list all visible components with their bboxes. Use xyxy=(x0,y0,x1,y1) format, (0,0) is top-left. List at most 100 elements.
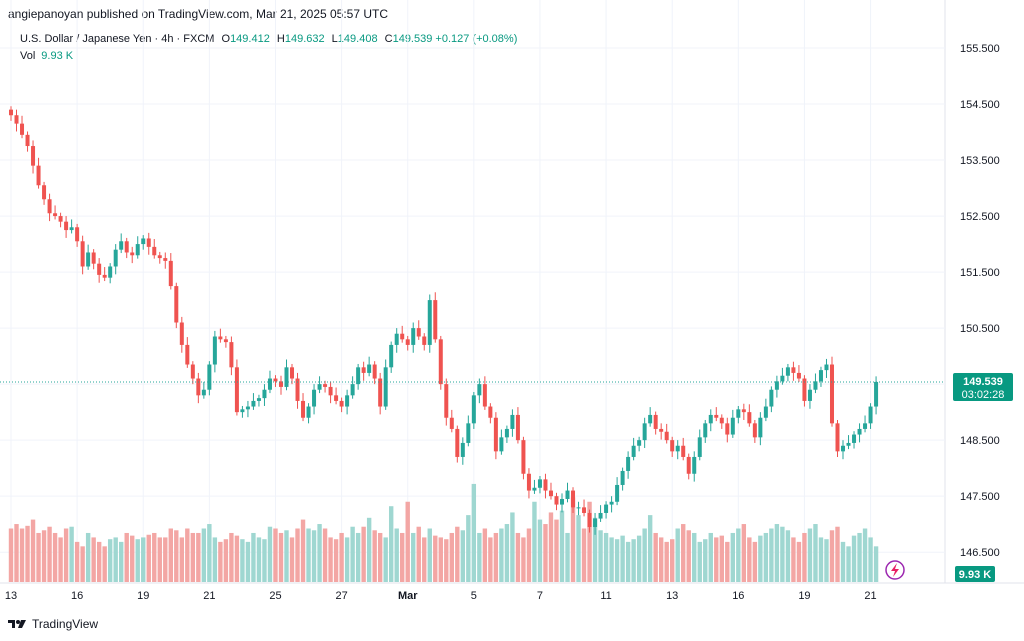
candle-body xyxy=(405,339,410,345)
volume-bar xyxy=(317,524,322,582)
volume-bar xyxy=(686,530,691,582)
symbol-name[interactable]: U.S. Dollar / Japanese Yen · 4h · FXCM xyxy=(20,33,215,45)
time-axis[interactable]: 13 16 19 21 25 27 Mar 5 7 11 13 16 19 21 xyxy=(5,590,877,602)
volume-bar xyxy=(229,532,234,582)
price-axis[interactable]: 155.500 154.500 153.500 152.500 151.500 150.5… xyxy=(960,43,1000,559)
grid xyxy=(0,0,945,583)
candle-body xyxy=(675,445,680,452)
candle-body xyxy=(306,406,311,418)
volume-bar xyxy=(747,537,752,582)
x-tick-label: 16 xyxy=(71,590,83,602)
candle-body xyxy=(576,507,581,509)
candle-body xyxy=(301,400,306,418)
candle-body xyxy=(642,423,647,441)
volume-bar xyxy=(311,530,317,582)
candle-body xyxy=(64,221,69,231)
volume-bar xyxy=(438,537,443,582)
volume-bar xyxy=(829,530,835,582)
candle-body xyxy=(818,370,823,382)
candle-body xyxy=(648,414,653,424)
x-tick-label: 13 xyxy=(5,590,17,602)
candle-body xyxy=(548,490,553,497)
lightning-icon[interactable] xyxy=(885,560,905,580)
volume-bar xyxy=(344,537,350,582)
candle-body xyxy=(560,498,564,505)
volume-badge: 9.93 K xyxy=(955,566,995,582)
candle-body xyxy=(719,417,724,424)
volume-bar xyxy=(207,524,212,582)
open-label: O xyxy=(221,33,231,45)
candle-body xyxy=(372,364,377,379)
x-tick-label: 7 xyxy=(537,590,543,602)
candle-body xyxy=(493,417,498,452)
volume-bar xyxy=(361,526,366,582)
volume-bar xyxy=(653,532,658,582)
candle-body xyxy=(234,367,239,413)
candle-body xyxy=(400,333,405,340)
candle-body xyxy=(537,479,542,488)
candle-body xyxy=(796,372,801,379)
candle-body xyxy=(499,437,504,452)
y-tick-label: 146.500 xyxy=(960,547,1000,559)
candle-body xyxy=(841,445,846,452)
candle-body xyxy=(284,367,289,387)
candle-body xyxy=(752,423,757,438)
candle-body xyxy=(97,263,102,275)
candle-body xyxy=(471,395,476,424)
volume-bar xyxy=(840,541,846,582)
candle-body xyxy=(31,146,36,166)
volume-bar xyxy=(692,532,697,582)
candle-body xyxy=(571,490,576,508)
volume-bar xyxy=(537,519,543,582)
candle-body xyxy=(223,339,228,343)
candle-body xyxy=(730,417,735,435)
close-value: 149.539 xyxy=(392,33,433,45)
last-price-value: 149.539 xyxy=(963,376,1003,388)
volume-bar xyxy=(295,528,300,582)
candle-body xyxy=(130,252,135,256)
volume-bar xyxy=(218,541,223,582)
volume-bar xyxy=(730,532,736,582)
volume-bar xyxy=(91,537,96,582)
candle-body xyxy=(769,389,774,407)
volume-bar xyxy=(8,528,14,582)
volume-bar xyxy=(763,532,769,582)
volume-bar xyxy=(400,532,405,582)
volume-bars xyxy=(8,483,879,582)
candle-body xyxy=(829,364,834,424)
volume-bar xyxy=(554,519,559,582)
volume-bar xyxy=(328,537,333,582)
candle-body xyxy=(113,249,118,267)
candle-body xyxy=(620,470,625,485)
volume-bar xyxy=(785,530,791,582)
footer-brand: TradingView xyxy=(8,617,98,631)
candle-body xyxy=(477,384,482,396)
candle-body xyxy=(703,423,708,438)
candle-body xyxy=(190,364,195,379)
volume-bar xyxy=(14,524,19,582)
volume-bar xyxy=(190,532,196,582)
volume-bar xyxy=(482,528,488,582)
volume-bar xyxy=(455,526,460,582)
candle-body xyxy=(179,322,184,345)
volume-bar xyxy=(433,535,438,582)
candle-body xyxy=(339,400,344,407)
volume-bar xyxy=(256,537,262,582)
candle-body xyxy=(86,252,91,267)
candle-body xyxy=(378,378,383,407)
candle-body xyxy=(598,512,603,519)
volume-bar xyxy=(405,501,410,582)
volume-bar xyxy=(791,537,796,582)
volume-bar xyxy=(565,532,570,582)
candle-body xyxy=(659,428,664,432)
volume-bar xyxy=(333,539,339,582)
candle-body xyxy=(75,227,80,242)
candle-body xyxy=(356,367,361,385)
candle-body xyxy=(251,400,256,407)
candle-body xyxy=(835,423,840,452)
candle-body xyxy=(328,386,333,396)
candle-body xyxy=(686,456,691,474)
volume-bar xyxy=(322,528,328,582)
volume-bar xyxy=(377,532,383,582)
